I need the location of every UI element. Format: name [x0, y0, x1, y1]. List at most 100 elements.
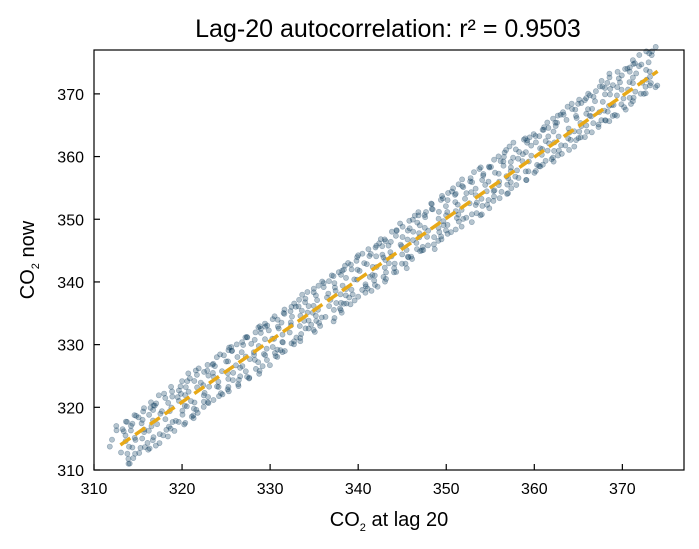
scatter-point	[310, 302, 317, 309]
scatter-point	[269, 344, 276, 350]
scatter-points	[106, 44, 661, 467]
scatter-point	[147, 404, 154, 411]
scatter-point	[576, 128, 583, 135]
scatter-point	[274, 353, 281, 360]
scatter-point	[343, 274, 349, 281]
scatter-point	[565, 135, 572, 142]
scatter-point	[431, 234, 437, 241]
scatter-point	[399, 251, 406, 258]
scatter-point	[455, 211, 462, 218]
scatter-point	[162, 395, 169, 401]
scatter-point	[372, 244, 379, 251]
scatter-point	[132, 450, 138, 457]
scatter-point	[338, 299, 344, 306]
scatter-point	[424, 233, 430, 240]
scatter-point	[252, 365, 259, 372]
scatter-point	[234, 354, 241, 360]
scatter-point	[537, 163, 544, 170]
scatter-point	[544, 147, 551, 154]
scatter-point	[168, 383, 174, 390]
scatter-point	[177, 383, 184, 390]
scatter-point	[507, 159, 514, 165]
scatter-point	[428, 200, 435, 207]
scatter-point	[646, 50, 653, 57]
y-tick-label: 320	[57, 400, 84, 417]
scatter-point	[473, 199, 480, 206]
scatter-point	[391, 269, 397, 276]
scatter-point	[362, 283, 369, 290]
scatter-point	[246, 374, 253, 381]
scatter-point	[552, 119, 559, 126]
scatter-point	[528, 142, 535, 149]
scatter-point	[573, 113, 579, 119]
scatter-point	[244, 334, 251, 341]
scatter-point	[583, 95, 590, 101]
scatter-point	[410, 237, 416, 243]
scatter-point	[455, 218, 462, 225]
scatter-point	[363, 261, 370, 267]
scatter-point	[298, 307, 305, 314]
scatter-point	[314, 297, 320, 303]
scatter-point	[548, 156, 555, 163]
scatter-point	[271, 313, 278, 320]
scatter-point	[606, 70, 613, 77]
scatter-point	[325, 290, 332, 297]
scatter-point	[288, 340, 295, 347]
scatter-point	[544, 119, 551, 126]
scatter-point	[480, 171, 487, 177]
scatter-point	[490, 197, 497, 204]
scatter-point	[467, 178, 474, 185]
scatter-point	[348, 266, 355, 273]
scatter-point	[393, 227, 400, 234]
scatter-point	[219, 391, 226, 398]
scatter-point	[482, 181, 489, 188]
scatter-point	[366, 253, 373, 259]
y-tick-label: 310	[57, 463, 84, 480]
scatter-point	[355, 252, 362, 259]
scatter-point	[305, 325, 312, 332]
scatter-point	[373, 242, 380, 249]
scatter-point	[382, 238, 389, 244]
scatter-point	[642, 83, 649, 90]
scatter-point	[632, 88, 639, 95]
scatter-point	[419, 243, 426, 250]
scatter-point	[637, 90, 644, 97]
scatter-point	[288, 303, 295, 310]
scatter-point	[521, 136, 527, 143]
scatter-point	[459, 176, 465, 183]
scatter-point	[190, 405, 197, 412]
scatter-point	[312, 292, 319, 299]
scatter-point	[633, 70, 640, 77]
scatter-point	[201, 389, 208, 396]
scatter-point	[183, 403, 190, 410]
scatter-point	[512, 173, 519, 180]
scatter-point	[302, 295, 309, 302]
scatter-point	[604, 108, 611, 115]
scatter-point	[113, 427, 120, 434]
scatter-point	[339, 282, 346, 289]
scatter-point	[468, 189, 475, 195]
scatter-point	[154, 421, 160, 428]
scatter-point	[540, 126, 547, 133]
scatter-point	[516, 148, 522, 155]
scatter-point	[185, 370, 192, 377]
scatter-point	[413, 239, 420, 246]
scatter-point	[161, 390, 167, 397]
scatter-point	[397, 220, 403, 227]
scatter-point	[320, 280, 327, 286]
scatter-point	[165, 399, 172, 406]
scatter-point	[191, 399, 198, 406]
scatter-point	[150, 434, 157, 441]
scatter-point	[581, 97, 588, 104]
scatter-point	[485, 178, 492, 185]
scatter-point	[555, 152, 561, 159]
scatter-point	[137, 444, 144, 451]
scatter-point	[472, 185, 479, 192]
scatter-point	[224, 386, 231, 393]
scatter-point	[417, 248, 423, 254]
scatter-point	[422, 214, 429, 221]
scatter-point	[124, 418, 130, 425]
scatter-point	[172, 417, 179, 424]
scatter-point	[496, 195, 503, 202]
